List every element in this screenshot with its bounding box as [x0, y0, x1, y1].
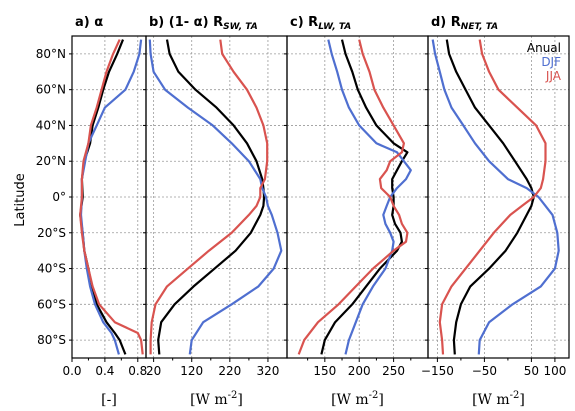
unit-base: [W m [331, 392, 369, 408]
x-tick-label: 50 [524, 364, 539, 378]
y-tick-labels: 80°N 60°N 40°N 20°N 0° 20°S 40°S 60°S 80°S [36, 47, 66, 347]
x-tick-label: 0.4 [95, 364, 114, 378]
x-axis-unit-label: [W m-2] [472, 390, 525, 408]
x-tick-label: 200 [348, 364, 371, 378]
unit-base: [W m [190, 392, 228, 408]
y-axis-label: Latitude [13, 173, 28, 227]
x-tick-label: 0.8 [128, 364, 147, 378]
unit-end: ] [378, 392, 383, 408]
panel-c: 150 200 250 c) RLW, TA [W m-2] [284, 15, 429, 408]
unit-superscript: -2 [510, 390, 520, 401]
x-tick-label: 100 [543, 364, 566, 378]
x-tick-label: 150 [313, 364, 336, 378]
panel-title-subscript: NET, TA [461, 22, 498, 32]
y-tick-label: 40°S [37, 262, 66, 276]
y-tick-label: 0° [52, 190, 66, 204]
panel-title-subscript: LW, TA [318, 22, 351, 32]
panel-title-main: d) R [431, 15, 461, 30]
panel-a: 0.0 0.4 0.8 a) α [-] [62, 15, 147, 408]
unit-end: ] [237, 392, 242, 408]
x-tick-label: 250 [382, 364, 405, 378]
series-line-jja [297, 39, 409, 355]
x-tick-label: 120 [180, 364, 203, 378]
series-line-anual [157, 39, 266, 355]
y-tick-label: 60°S [37, 297, 66, 311]
x-tick-label: 0.0 [62, 364, 81, 378]
panels: 0.0 0.4 0.8 a) α [-] 20 120 220 320 b) (1- α) RSW… [62, 15, 570, 408]
panel-title: b) (1- α) RSW, TA [149, 15, 258, 32]
y-tick-label: 40°N [36, 118, 66, 132]
panel-title-main: c) R [290, 15, 318, 30]
panel-b: 20 120 220 320 b) (1- α) RSW, TA [W m-2] [143, 15, 288, 408]
series-line-jja [79, 39, 144, 355]
x-tick-label: 20 [146, 364, 161, 378]
x-tick-label: 220 [218, 364, 241, 378]
panel-title: d) RNET, TA [431, 15, 498, 32]
panel-title: a) α [75, 15, 103, 30]
x-axis-unit-label: [W m-2] [331, 390, 384, 408]
series-line-djf [148, 39, 283, 355]
unit-superscript: -2 [369, 390, 379, 401]
panel-title-main: b) (1- α) R [149, 15, 223, 30]
series-line-jja [438, 39, 547, 355]
unit-superscript: -2 [228, 390, 238, 401]
x-tick-label: −50 [472, 364, 497, 378]
panel-title-subscript: SW, TA [223, 22, 258, 32]
y-tick-label: 80°N [36, 47, 66, 61]
y-tick-label: 20°S [37, 226, 66, 240]
legend-entry-anual: Anual [527, 41, 561, 55]
x-tick-label: 320 [256, 364, 279, 378]
legend-entry-djf: DJF [541, 55, 561, 69]
series-line-jja [149, 39, 269, 355]
unit-base: [-] [101, 392, 117, 408]
x-axis-unit-label: [-] [101, 392, 117, 408]
series-line-anual [320, 39, 409, 355]
unit-end: ] [519, 392, 524, 408]
panel-title-main: a) α [75, 15, 103, 30]
x-axis-unit-label: [W m-2] [190, 390, 243, 408]
unit-base: [W m [472, 392, 510, 408]
panel-d: −150 −50 50 100 d) RNET, TA [W m-2] [421, 15, 570, 408]
legend-entry-jja: JJA [545, 69, 562, 83]
x-tick-label: −150 [421, 364, 454, 378]
y-tick-label: 60°N [36, 83, 66, 97]
y-tick-label: 20°N [36, 154, 66, 168]
y-tick-label: 80°S [37, 333, 66, 347]
panel-title: c) RLW, TA [290, 15, 351, 32]
series-line-djf [431, 39, 560, 355]
